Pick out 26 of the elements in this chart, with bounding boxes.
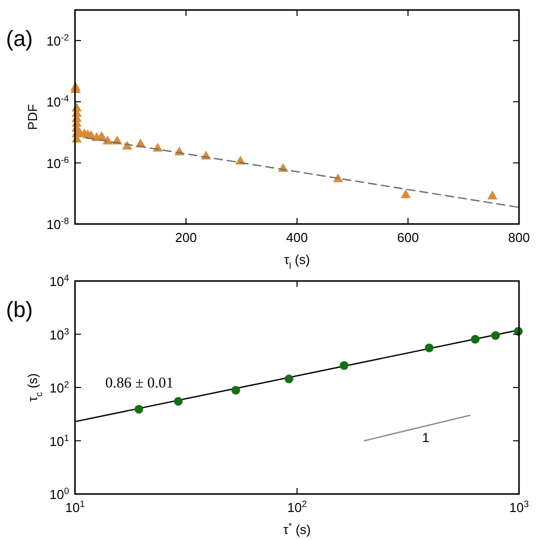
y-tick-label: 10$^{4}$ (49, 273, 69, 289)
x-tick-label: 400 (286, 230, 308, 245)
x-tick-label: 600 (397, 230, 419, 245)
text: (b) (6, 297, 33, 322)
y-tick-label: 10$^{-6}$ (46, 154, 69, 171)
x-tick-label: 10$^{1}$ (65, 499, 85, 515)
x-tick-label: 200 (175, 230, 197, 245)
y-tick-label: 10$^{-2}$ (46, 32, 69, 49)
x-tick-label: 10$^{2}$ (287, 499, 307, 515)
point (102, 136, 113, 144)
x-axis-title: τ$^{*}$ (s) (283, 521, 311, 537)
y-tick-label: 10$^{3}$ (49, 326, 69, 342)
y-tick-label: 10$^{1}$ (49, 432, 69, 449)
y-axis-title: PDF (25, 104, 40, 130)
x-axis-title: τ$_{l}$ (s) (284, 252, 310, 271)
point (487, 190, 498, 200)
x-tick-label: 10$^{3}$ (509, 499, 529, 515)
y-tick-label: 10$^{2}$ (49, 380, 69, 396)
y-tick-label: 10$^{0}$ (49, 486, 69, 502)
annotation: 0.86 ± 0.01 (105, 376, 174, 392)
annotation: 1 (422, 430, 430, 445)
y-tick-label: 10$^{-8}$ (46, 216, 69, 232)
point (400, 189, 411, 198)
y-tick-label: 10$^{-4}$ (46, 94, 69, 110)
x-tick-label: 800 (508, 230, 530, 245)
text: (a) (6, 26, 33, 51)
